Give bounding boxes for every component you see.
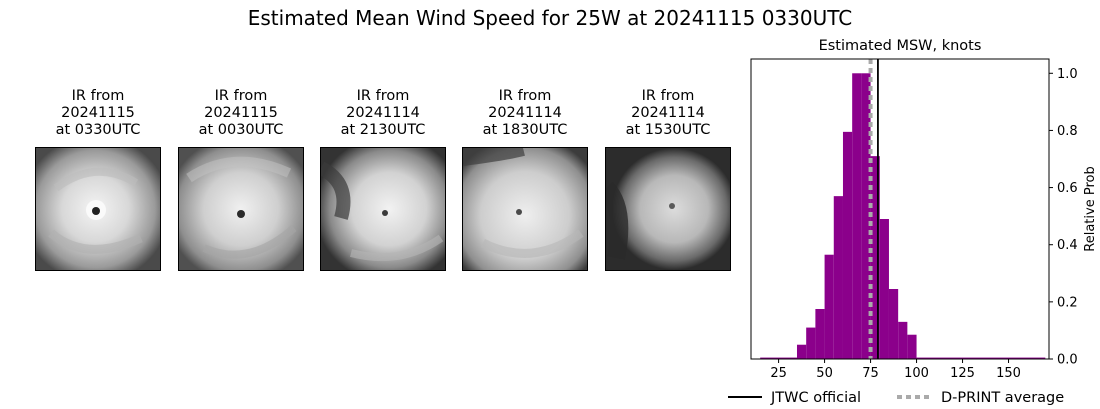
panel-title-line: IR from — [641, 88, 695, 104]
cyclone-ir-picture — [36, 148, 160, 270]
histogram-bar — [815, 309, 825, 359]
page-title: Estimated Mean Wind Speed for 25W at 202… — [247, 6, 853, 30]
legend: JTWC official D-PRINT average — [728, 390, 1064, 406]
x-tick-label: 50 — [816, 366, 833, 381]
satellite-ir-image — [35, 147, 161, 271]
histogram-bar — [898, 321, 908, 359]
panel-title-line: IR from — [498, 88, 552, 104]
plot-frame — [750, 58, 1050, 360]
ir-panel: IR from 20241114 at 2130UTC — [320, 88, 446, 271]
cyclone-ir-picture — [179, 148, 303, 270]
histogram-bar — [824, 254, 834, 359]
cyclone-ir-picture — [606, 148, 730, 270]
panel-title: IR from 20241114 at 1530UTC — [605, 88, 731, 139]
bars-layer — [760, 73, 1046, 360]
panel-title-time: at 1830UTC — [482, 122, 568, 138]
y-tick-label: 0.2 — [1057, 295, 1078, 310]
histogram-bar — [870, 156, 880, 359]
satellite-ir-image — [462, 147, 588, 271]
x-tick-label: 150 — [996, 366, 1021, 381]
y-tick-label: 0.0 — [1057, 353, 1078, 368]
histogram-bar — [916, 357, 1046, 359]
y-axis: 0.0 0.2 0.4 0.6 0.8 1.0 — [1049, 67, 1078, 368]
ir-panel: IR from 20241114 at 1830UTC — [462, 88, 588, 271]
panel-title: IR from 20241115 at 0030UTC — [178, 88, 304, 139]
histogram-bar — [833, 196, 843, 359]
y-tick-label: 0.8 — [1057, 124, 1078, 139]
y-axis-label: Relative Prob — [1083, 166, 1098, 251]
panel-title-date: 20241115 — [61, 105, 135, 121]
panel-title-line: IR from — [356, 88, 410, 104]
panel-title: IR from 20241114 at 1830UTC — [462, 88, 588, 139]
y-tick-label: 1.0 — [1057, 67, 1078, 82]
legend-label-dprint: D-PRINT average — [941, 390, 1064, 406]
satellite-ir-image — [320, 147, 446, 271]
panel-title-date: 20241115 — [204, 105, 278, 121]
y-tick-label: 0.4 — [1057, 238, 1078, 253]
panel-title-time: at 1530UTC — [625, 122, 711, 138]
x-tick-label: 100 — [904, 366, 929, 381]
panel-title: IR from 20241114 at 2130UTC — [320, 88, 446, 139]
panel-title-line: IR from — [214, 88, 268, 104]
histogram-bar — [842, 131, 853, 359]
y-tick-label: 0.6 — [1057, 181, 1078, 196]
panel-title-date: 20241114 — [346, 105, 420, 121]
histogram-bar — [879, 219, 889, 359]
ir-panel: IR from 20241115 at 0030UTC — [178, 88, 304, 271]
cyclone-ir-picture — [463, 148, 587, 270]
panel-title-time: at 2130UTC — [340, 122, 426, 138]
satellite-ir-image — [178, 147, 304, 271]
x-tick-label: 25 — [770, 366, 787, 381]
histogram-bar — [796, 344, 807, 359]
panel-title-time: at 0030UTC — [198, 122, 284, 138]
ir-panel: IR from 20241115 at 0330UTC — [35, 88, 161, 271]
x-tick-label: 125 — [950, 366, 975, 381]
legend-label-jtwc: JTWC official — [770, 390, 861, 406]
panel-title-line: IR from — [71, 88, 125, 104]
satellite-ir-image — [605, 147, 731, 271]
x-tick-label: 75 — [862, 366, 879, 381]
histogram-bar — [861, 73, 871, 360]
histogram-bar — [760, 357, 797, 359]
histogram-bar — [888, 289, 899, 359]
panel-title-date: 20241114 — [631, 105, 705, 121]
cyclone-ir-picture — [321, 148, 445, 270]
panel-title-time: at 0330UTC — [55, 122, 141, 138]
x-axis: 25 50 75 100 125 150 — [770, 359, 1021, 381]
histogram-bar — [907, 334, 917, 359]
panel-title-date: 20241114 — [488, 105, 562, 121]
reference-lines — [868, 59, 879, 359]
ir-panel: IR from 20241114 at 1530UTC — [605, 88, 731, 271]
panel-title: IR from 20241115 at 0330UTC — [35, 88, 161, 139]
chart-title: Estimated MSW, knots — [819, 38, 982, 54]
histogram-bar — [852, 73, 862, 360]
histogram-bar — [806, 327, 816, 359]
